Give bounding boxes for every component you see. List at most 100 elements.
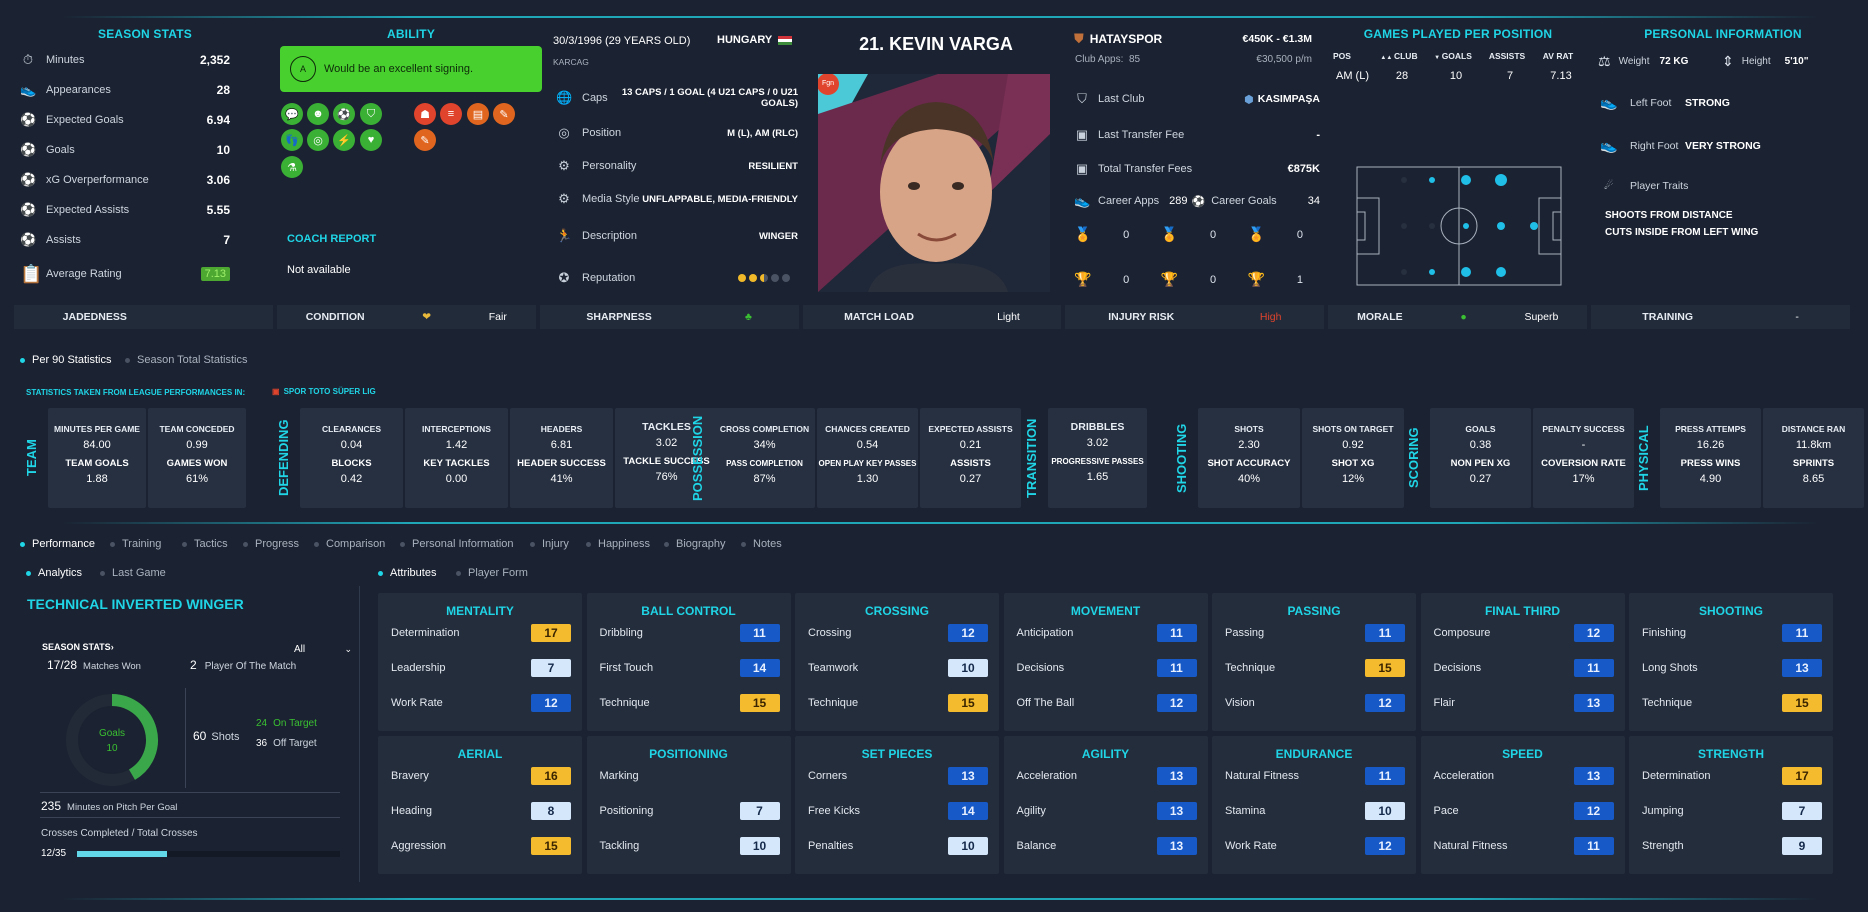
attribute-row[interactable]: Agility 13 [1017,801,1197,821]
attribute-row[interactable]: Off The Ball 12 [1017,693,1197,713]
attribute-row[interactable]: Penalties 10 [808,836,988,856]
attribute-row[interactable]: Pace 12 [1434,801,1614,821]
lungs-icon[interactable]: ♥ [360,129,382,151]
gpp-header[interactable]: AV RAT [1542,51,1574,61]
stat-column[interactable]: EXPECTED ASSISTS 0.21 ASSISTS 0.27 [920,408,1021,508]
attribute-row[interactable]: Flair 13 [1434,693,1614,713]
stat-column[interactable]: TACKLES 3.02 TACKLE SUCCESS 76% [615,408,718,508]
attribute-row[interactable]: Technique 15 [808,693,988,713]
stat-column[interactable]: CLEARANCES 0.04 BLOCKS 0.42 [300,408,403,508]
attribute-row[interactable]: Leadership 7 [391,658,571,678]
attribute-row[interactable]: Finishing 11 [1642,623,1822,643]
status-training[interactable]: TRAINING - [1591,305,1851,329]
attribute-row[interactable]: Balance 13 [1017,836,1197,856]
tab-tactics[interactable]: Tactics [182,538,228,550]
filter-dropdown[interactable]: All ⌄ [288,640,358,658]
tab-biography[interactable]: Biography [664,538,726,550]
season-stats-link[interactable]: SEASON STATS› [42,642,114,652]
edit-icon[interactable]: ✎ [414,129,436,151]
target-icon[interactable]: ◎ [307,129,329,151]
tab-notes[interactable]: Notes [741,538,782,550]
status-jadedness[interactable]: JADEDNESS [14,305,273,329]
tab-player-form[interactable]: Player Form [456,567,528,579]
stat-column[interactable]: INTERCEPTIONS 1.42 KEY TACKLES 0.00 [405,408,508,508]
status-match-load[interactable]: MATCH LOAD Light [802,305,1062,329]
tab-analytics[interactable]: Analytics [26,567,82,579]
stat-column[interactable]: GOALS 0.38 NON PEN XG 0.27 [1430,408,1531,508]
ball-trait-icon[interactable]: ⚽ [333,103,355,125]
stat-column[interactable]: DISTANCE RAN 11.8km SPRINTS 8.65 [1763,408,1864,508]
attribute-row[interactable]: First Touch 14 [600,658,780,678]
gpp-header[interactable]: ▲▲ CLUB [1380,51,1418,61]
last-club-value[interactable]: KASIMPAŞA [1257,93,1320,105]
attribute-row[interactable]: Technique 15 [1642,693,1822,713]
stat-column[interactable]: SHOTS ON TARGET 0.92 SHOT XG 12% [1302,408,1404,508]
attribute-row[interactable]: Natural Fitness 11 [1225,766,1405,786]
stat-column[interactable]: PRESS ATTEMPS 16.26 PRESS WINS 4.90 [1660,408,1761,508]
attribute-row[interactable]: Tackling 10 [600,836,780,856]
tab-personal-information[interactable]: Personal Information [400,538,514,550]
stat-column[interactable]: MINUTES PER GAME 84.00 TEAM GOALS 1.88 [48,408,146,508]
tab-comparison[interactable]: Comparison [314,538,385,550]
tab-last-game[interactable]: Last Game [100,567,166,579]
attribute-row[interactable]: Anticipation 11 [1017,623,1197,643]
attribute-row[interactable]: Decisions 11 [1017,658,1197,678]
stat-column[interactable]: CHANCES CREATED 0.54 OPEN PLAY KEY PASSES 1… [817,408,918,508]
attribute-row[interactable]: Composure 12 [1434,623,1614,643]
status-morale[interactable]: MORALE ● Superb [1328,305,1588,329]
attribute-row[interactable]: Teamwork 10 [808,658,988,678]
attribute-row[interactable]: Stamina 10 [1225,801,1405,821]
attribute-row[interactable]: Acceleration 13 [1434,766,1614,786]
gpp-header[interactable]: ASSISTS [1488,51,1526,61]
attribute-row[interactable]: Acceleration 13 [1017,766,1197,786]
feet-icon[interactable]: 👣 [281,129,303,151]
tab-training[interactable]: Training [110,538,161,550]
tactics-icon[interactable]: ≡ [440,103,462,125]
tab-per90[interactable]: Per 90 Statistics [20,354,111,366]
stat-column[interactable]: DRIBBLES 3.02 PROGRESSIVE PASSES 1.65 [1048,408,1147,508]
attribute-row[interactable]: Bravery 16 [391,766,571,786]
attribute-row[interactable]: Work Rate 12 [391,693,571,713]
attribute-row[interactable]: Aggression 15 [391,836,571,856]
team-icon[interactable]: ☗ [414,103,436,125]
attribute-row[interactable]: Long Shots 13 [1642,658,1822,678]
stat-column[interactable]: SHOTS 2.30 SHOT ACCURACY 40% [1198,408,1300,508]
status-condition[interactable]: CONDITION ❤ Fair [276,305,536,329]
attribute-row[interactable]: Decisions 11 [1434,658,1614,678]
gpp-header[interactable]: ▼ GOALS [1434,51,1472,61]
tab-season-total[interactable]: Season Total Statistics [125,354,247,366]
gpp-row[interactable]: AM (L) 28 10 7 7.13 [1336,70,1586,82]
ability-summary-box[interactable]: A Would be an excellent signing. [280,46,542,92]
tab-injury[interactable]: Injury [530,538,569,550]
gpp-header[interactable]: POS [1333,51,1351,61]
attribute-row[interactable]: Vision 12 [1225,693,1405,713]
notes-icon[interactable]: ✎ [493,103,515,125]
stat-column[interactable]: TEAM CONCEDED 0.99 GAMES WON 61% [148,408,246,508]
attribute-row[interactable]: Free Kicks 14 [808,801,988,821]
attribute-row[interactable]: Technique 15 [1225,658,1405,678]
attribute-row[interactable]: Marking [600,766,780,786]
status-sharpness[interactable]: SHARPNESS ♣ [539,305,799,329]
attribute-row[interactable]: Strength 9 [1642,836,1822,856]
boot-trait-icon[interactable]: ⚡ [333,129,355,151]
tab-performance[interactable]: Performance [20,538,95,550]
status-injury-risk[interactable]: INJURY RISK High [1065,305,1325,329]
attribute-row[interactable]: Natural Fitness 11 [1434,836,1614,856]
shield-icon[interactable]: ⛉ [360,103,382,125]
club-name[interactable]: HATAYSPOR [1089,32,1163,46]
chat-icon[interactable]: 💬 [281,103,303,125]
attribute-row[interactable]: Dribbling 11 [600,623,780,643]
stat-column[interactable]: CROSS COMPLETION 34% PASS COMPLETION 87% [714,408,815,508]
stat-column[interactable]: PENALTY SUCCESS - COVERSION RATE 17% [1533,408,1634,508]
attribute-row[interactable]: Determination 17 [391,623,571,643]
attribute-row[interactable]: Technique 15 [600,693,780,713]
attribute-row[interactable]: Work Rate 12 [1225,836,1405,856]
head-icon[interactable]: ☻ [307,103,329,125]
tab-happiness[interactable]: Happiness [586,538,650,550]
flask-icon[interactable]: ⚗ [281,156,303,178]
attribute-row[interactable]: Jumping 7 [1642,801,1822,821]
document-icon[interactable]: ▤ [467,103,489,125]
attribute-row[interactable]: Determination 17 [1642,766,1822,786]
stat-column[interactable]: HEADERS 6.81 HEADER SUCCESS 41% [510,408,613,508]
attribute-row[interactable]: Positioning 7 [600,801,780,821]
